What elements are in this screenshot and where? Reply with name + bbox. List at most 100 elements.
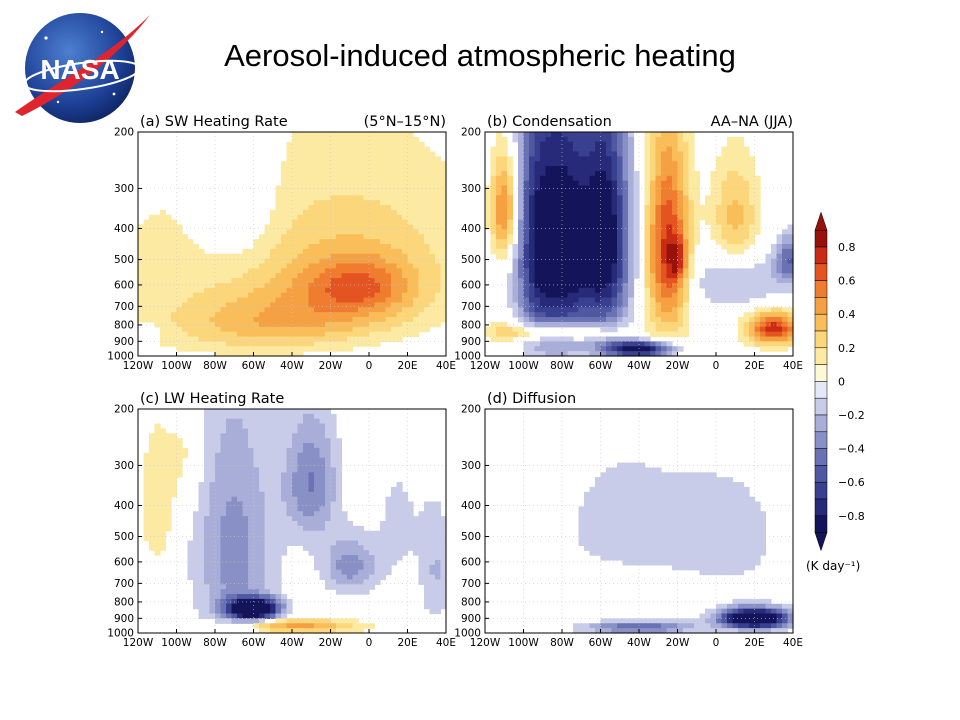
heatmap-cell — [440, 214, 447, 221]
heatmap-cell — [341, 282, 348, 289]
heatmap-cell — [242, 282, 249, 289]
heatmap-cell — [683, 146, 690, 153]
heatmap-cell — [396, 185, 403, 192]
heatmap-cell — [143, 452, 150, 459]
heatmap-cell — [600, 326, 607, 333]
heatmap-cell — [749, 282, 756, 289]
heatmap-cell — [281, 161, 288, 167]
heatmap-cell — [314, 486, 321, 493]
heatmap-cell — [771, 244, 778, 250]
heatmap-cell — [330, 433, 337, 439]
heatmap-cell — [562, 312, 569, 318]
heatmap-cell — [248, 418, 255, 425]
heatmap-cell — [187, 244, 194, 250]
heatmap-cell — [248, 253, 255, 260]
heatmap-cell — [562, 156, 569, 162]
heatmap-cell — [622, 307, 629, 313]
heatmap-cell — [259, 248, 266, 255]
heatmap-cell — [336, 467, 343, 473]
heatmap-cell — [160, 467, 167, 473]
heatmap-cell — [187, 258, 194, 265]
heatmap-cell — [396, 521, 403, 527]
heatmap-cell — [154, 477, 161, 483]
heatmap-cell — [688, 151, 695, 157]
heatmap-cell — [606, 224, 613, 230]
heatmap-cell — [683, 268, 690, 274]
heatmap-cell — [226, 555, 233, 561]
heatmap-cell — [149, 224, 156, 230]
heatmap-cell — [341, 530, 348, 537]
heatmap-cell — [589, 234, 596, 240]
heatmap-cell — [209, 472, 216, 478]
heatmap-cell — [231, 482, 238, 488]
heatmap-cell — [253, 423, 260, 430]
heatmap-cell — [595, 312, 602, 318]
heatmap-cell — [253, 248, 260, 255]
heatmap-cell — [237, 545, 244, 551]
heatmap-cell — [341, 239, 348, 245]
heatmap-cell — [264, 292, 271, 299]
heatmap-cell — [589, 190, 596, 196]
heatmap-cell — [275, 501, 282, 507]
heatmap-cell — [336, 151, 343, 157]
heatmap-cell — [154, 438, 161, 444]
heatmap-cell — [330, 452, 337, 459]
heatmap-cell — [165, 239, 172, 245]
heatmap-cell — [584, 287, 591, 294]
heatmap-cell — [209, 263, 216, 269]
heatmap-cell — [424, 312, 431, 318]
heatmap-cell — [314, 511, 321, 517]
heatmap-cell — [578, 244, 585, 250]
heatmap-cell — [325, 521, 332, 527]
heatmap-cell — [595, 170, 602, 177]
heatmap-cell — [589, 258, 596, 265]
heatmap-cell — [160, 443, 167, 449]
heatmap-cell — [347, 209, 354, 216]
heatmap-cell — [215, 331, 222, 338]
heatmap-cell — [209, 457, 216, 464]
heatmap-cell — [193, 253, 200, 260]
x-tick-label: 80W — [550, 360, 574, 372]
heatmap-cell — [534, 136, 541, 143]
heatmap-cell — [611, 185, 618, 192]
heatmap-cell — [727, 278, 734, 284]
heatmap-cell — [396, 307, 403, 313]
heatmap-cell — [413, 214, 420, 221]
heatmap-cell — [727, 146, 734, 153]
heatmap-cell — [567, 317, 574, 323]
heatmap-cell — [743, 287, 750, 294]
heatmap-cell — [551, 253, 558, 260]
heatmap-cell — [176, 462, 183, 469]
heatmap-cell — [314, 457, 321, 464]
heatmap-cell — [259, 244, 266, 250]
heatmap-cell — [600, 292, 607, 299]
heatmap-cell — [237, 317, 244, 323]
heatmap-cell — [507, 161, 514, 167]
heatmap-cell — [407, 136, 414, 143]
heatmap-cell — [275, 336, 282, 342]
heatmap-cell — [661, 146, 668, 153]
heatmap-cell — [248, 496, 255, 503]
heatmap-cell — [496, 331, 503, 338]
heatmap-cell — [573, 307, 580, 313]
heatmap-cell — [435, 258, 442, 265]
heatmap-cell — [165, 302, 172, 308]
heatmap-cell — [193, 341, 200, 347]
heatmap-cell — [518, 195, 525, 201]
heatmap-cell — [314, 462, 321, 469]
heatmap-cell — [297, 263, 304, 269]
heatmap-cell — [242, 452, 249, 459]
heatmap-cell — [220, 292, 227, 299]
heatmap-cell — [176, 321, 183, 328]
heatmap-cell — [193, 278, 200, 284]
heatmap-cell — [330, 166, 337, 172]
x-tick-label: 40E — [783, 360, 803, 372]
heatmap-cell — [336, 132, 343, 138]
heatmap-cell — [369, 219, 376, 226]
heatmap-cell — [369, 258, 376, 265]
heatmap-cell — [281, 409, 288, 415]
heatmap-cell — [716, 166, 723, 172]
heatmap-cell — [644, 132, 651, 138]
heatmap-cell — [600, 336, 607, 342]
heatmap-cell — [501, 229, 508, 235]
